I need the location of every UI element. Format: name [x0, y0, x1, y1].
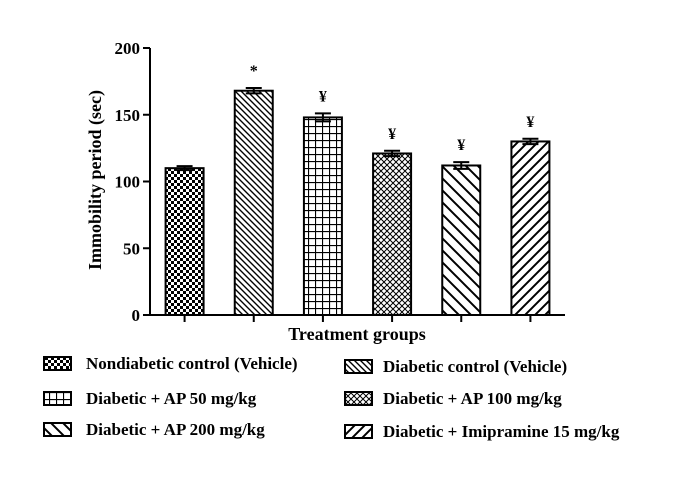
- legend: Nondiabetic control (Vehicle) Diabetic co…: [43, 354, 620, 441]
- bar: [441, 164, 482, 316]
- legend-label: Diabetic + AP 200 mg/kg: [86, 420, 265, 439]
- significance-marker: ¥: [319, 88, 327, 105]
- y-tick-label: 100: [115, 173, 141, 192]
- bar: [372, 152, 413, 316]
- bars: * ¥ ¥ ¥ ¥: [164, 63, 551, 316]
- legend-label: Diabetic + AP 100 mg/kg: [383, 389, 562, 408]
- legend-swatch: [43, 422, 72, 437]
- legend-swatch: [43, 356, 72, 371]
- bar: [164, 167, 205, 316]
- significance-marker: ¥: [388, 126, 396, 143]
- significance-marker: ¥: [526, 114, 534, 131]
- significance-marker: *: [250, 63, 258, 80]
- bar: [233, 89, 274, 316]
- legend-label: Nondiabetic control (Vehicle): [86, 354, 298, 373]
- x-ticks: [183, 315, 532, 322]
- legend-label: Diabetic + AP 50 mg/kg: [86, 389, 257, 408]
- y-ticks: 0 50 100 150 200: [115, 39, 150, 325]
- bar: [302, 116, 343, 316]
- legend-swatch: [344, 424, 373, 439]
- y-tick-label: 150: [115, 106, 141, 125]
- x-axis-label: Treatment groups: [288, 324, 426, 344]
- legend-swatch: [344, 391, 373, 406]
- y-tick-label: 200: [115, 39, 141, 58]
- legend-swatch: [43, 391, 72, 406]
- y-axis-label: Immobility period (sec): [85, 90, 106, 270]
- legend-label: Diabetic control (Vehicle): [383, 357, 567, 376]
- legend-swatch: [344, 359, 373, 374]
- legend-label: Diabetic + Imipramine 15 mg/kg: [383, 422, 620, 441]
- y-tick-label: 50: [123, 239, 140, 258]
- significance-marker: ¥: [457, 137, 465, 154]
- bar: [510, 140, 551, 316]
- y-tick-label: 0: [132, 306, 141, 325]
